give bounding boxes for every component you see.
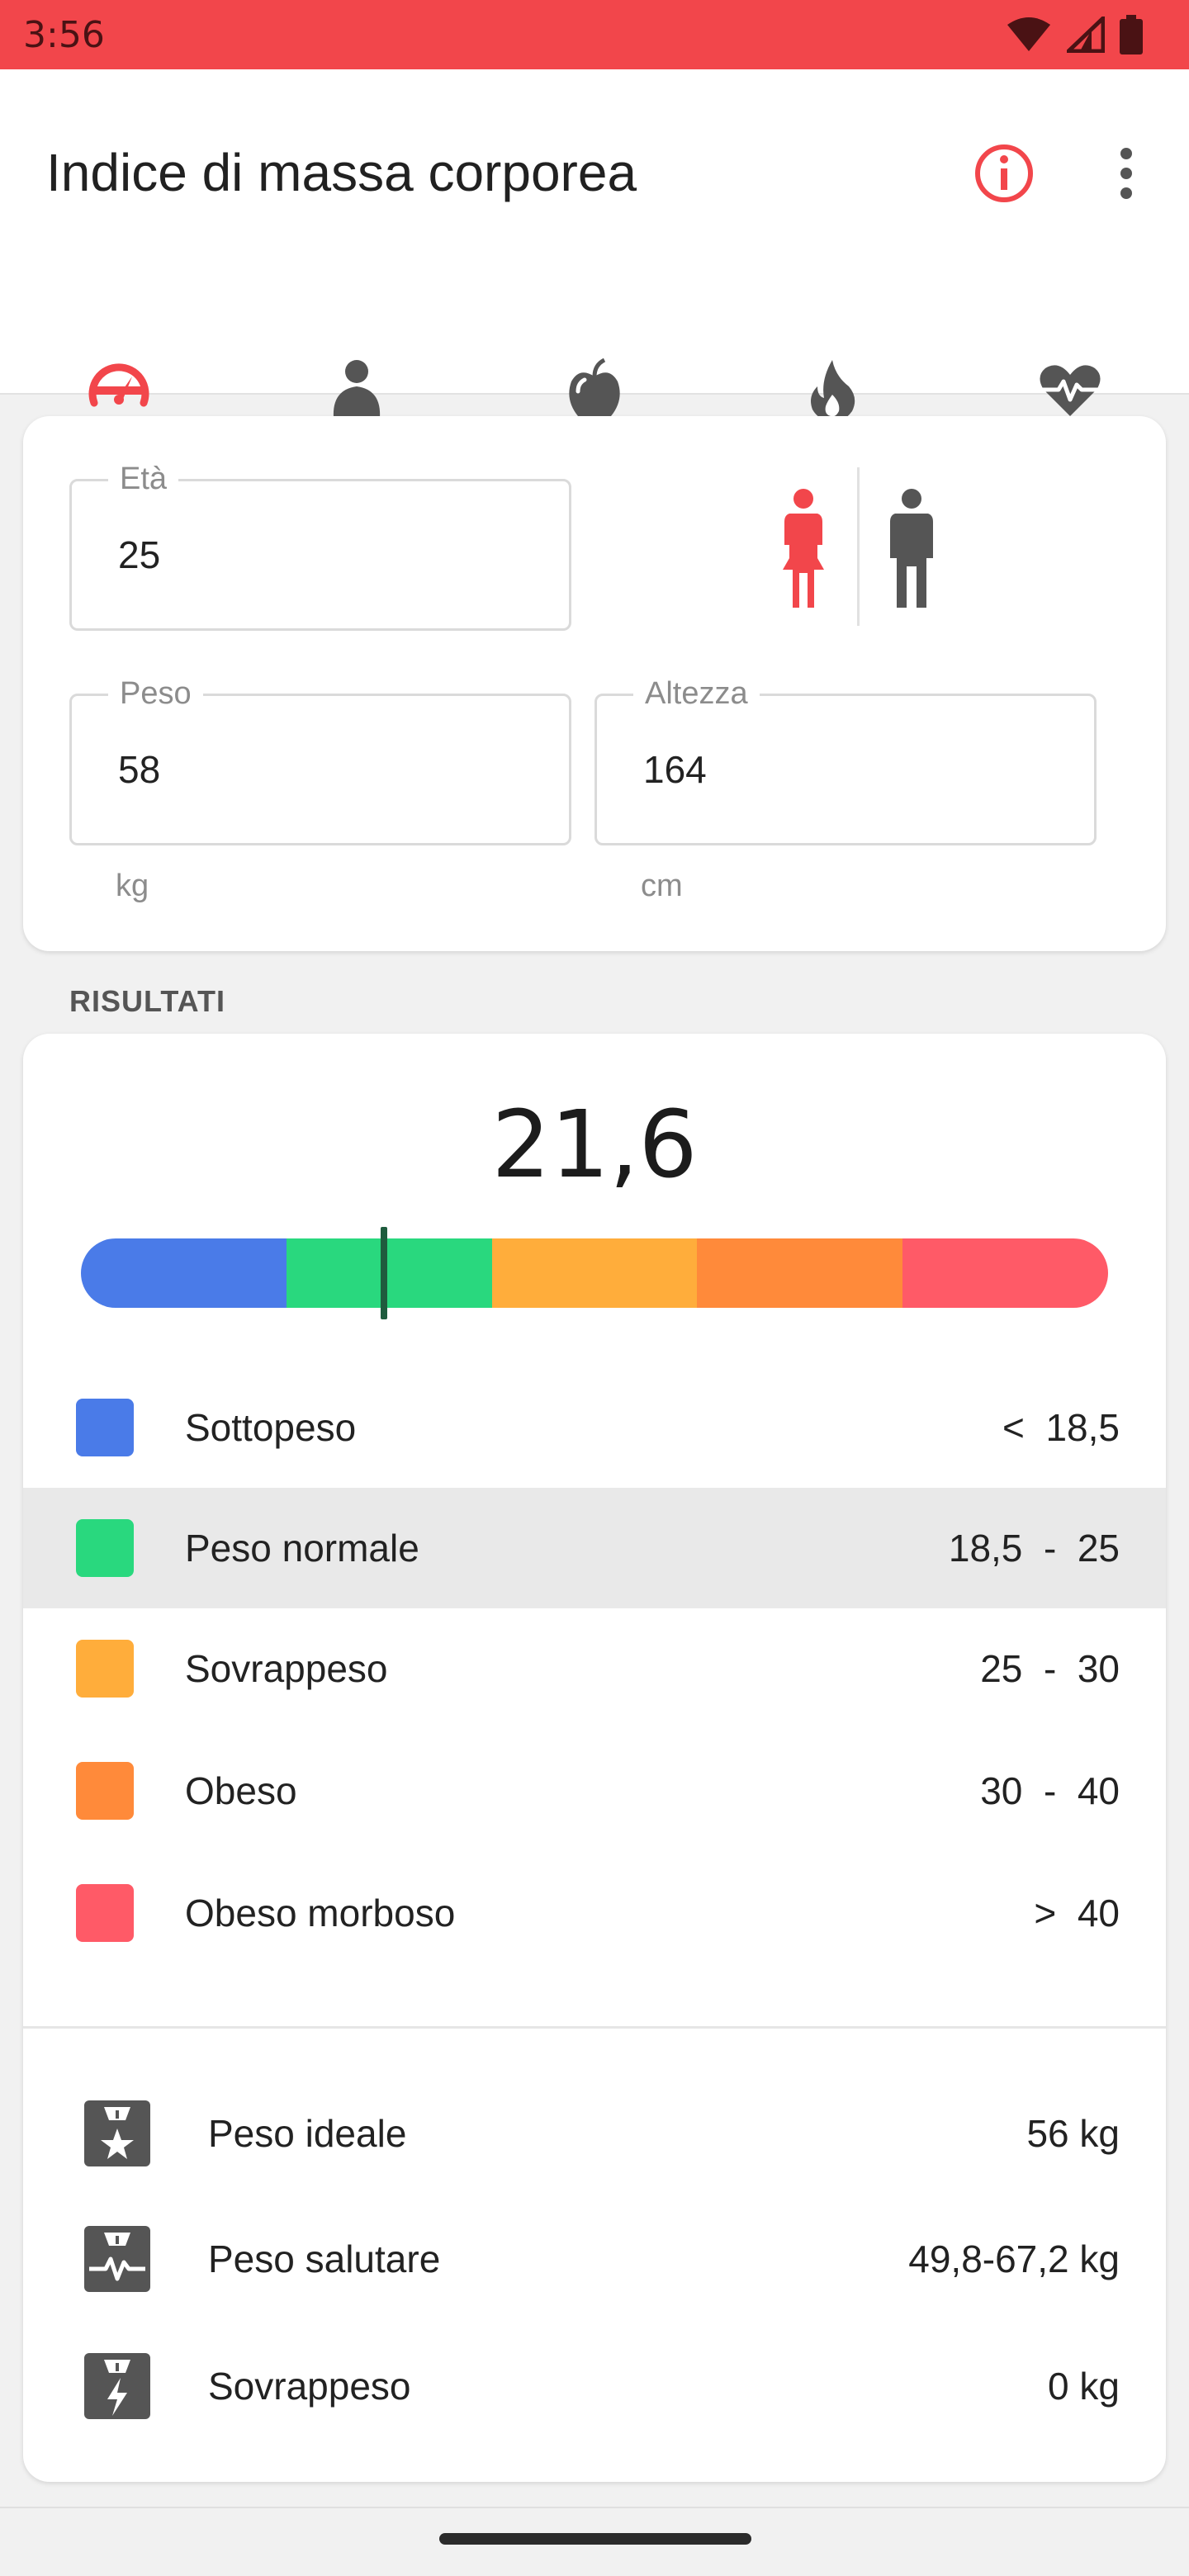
bmi-segment-normal <box>286 1238 492 1308</box>
tab-bmi[interactable] <box>0 276 238 407</box>
overflow-menu-button[interactable] <box>1103 140 1149 206</box>
age-field[interactable]: Età 25 <box>69 462 571 631</box>
bmi-segment-obese <box>697 1238 903 1308</box>
cell-signal-icon <box>1067 17 1105 53</box>
battery-icon <box>1120 15 1143 54</box>
category-swatch <box>76 1399 134 1456</box>
overweight-value: 0 kg <box>1048 2365 1120 2408</box>
scale-pulse-icon <box>84 2226 150 2292</box>
male-icon <box>890 489 933 608</box>
female-icon <box>783 489 824 608</box>
results-divider <box>23 2026 1166 2029</box>
results-section-label: RISULTATI <box>69 984 225 1018</box>
ideal-weight-label: Peso ideale <box>208 2112 407 2155</box>
info-button[interactable] <box>971 140 1037 206</box>
status-icons <box>1006 15 1143 54</box>
tab-calories[interactable] <box>713 276 951 422</box>
tab-bar <box>0 276 1189 422</box>
height-label: Altezza <box>633 676 760 712</box>
info-icon <box>975 144 1033 202</box>
category-swatch <box>76 1640 134 1698</box>
category-range: < 18,5 <box>1002 1406 1120 1449</box>
scale-star-icon <box>84 2100 150 2166</box>
scale-bolt-icon <box>84 2353 150 2419</box>
category-row: Obeso morboso > 40 <box>23 1853 1166 1973</box>
category-row: Obeso 30 - 40 <box>23 1731 1166 1851</box>
category-swatch <box>76 1519 134 1577</box>
category-row: Sovrappeso 25 - 30 <box>23 1608 1166 1729</box>
heart-pulse-icon <box>1040 365 1101 416</box>
category-name: Sottopeso <box>185 1406 357 1449</box>
bmi-value: 21,6 <box>491 1091 698 1199</box>
category-swatch <box>76 1884 134 1942</box>
bmi-segment-overweight <box>491 1238 698 1308</box>
gender-divider <box>857 467 860 626</box>
weight-field[interactable]: Peso 58 <box>69 676 571 845</box>
category-name: Sovrappeso <box>185 1647 388 1690</box>
tab-selected-indicator <box>90 386 148 395</box>
ideal-weight-row: Peso ideale 56 kg <box>23 2084 1166 2183</box>
healthy-weight-label: Peso salutare <box>208 2237 441 2280</box>
age-label: Età <box>108 462 179 497</box>
category-range: 25 - 30 <box>980 1647 1120 1690</box>
overweight-label: Sovrappeso <box>208 2365 411 2408</box>
page-title: Indice di massa corporea <box>46 143 637 202</box>
category-row: Peso normale 18,5 - 25 <box>23 1488 1166 1608</box>
category-row: Sottopeso < 18,5 <box>23 1367 1166 1488</box>
tab-heart[interactable] <box>951 276 1189 416</box>
healthy-weight-row: Peso salutare 49,8-67,2 kg <box>23 2209 1166 2308</box>
category-range: 30 - 40 <box>980 1769 1120 1812</box>
bmi-marker <box>381 1227 388 1319</box>
app-bar: Indice di massa corporea <box>0 69 1189 422</box>
height-value[interactable]: 164 <box>643 748 707 791</box>
height-field[interactable]: Altezza 164 <box>594 676 1097 845</box>
weight-unit: kg <box>116 869 149 903</box>
category-range: 18,5 - 25 <box>948 1527 1120 1570</box>
gender-female-button[interactable] <box>770 487 837 611</box>
category-swatch <box>76 1762 134 1820</box>
age-value[interactable]: 25 <box>118 533 161 576</box>
category-name: Obeso morboso <box>185 1892 456 1934</box>
healthy-weight-value: 49,8-67,2 kg <box>908 2237 1120 2280</box>
bmi-scale-bar <box>81 1238 1108 1308</box>
weight-value[interactable]: 58 <box>118 748 161 791</box>
status-bar: 3:56 <box>0 0 1189 69</box>
category-range: > 40 <box>1034 1892 1120 1934</box>
more-vert-icon <box>1120 148 1132 199</box>
overweight-row: Sovrappeso 0 kg <box>23 2337 1166 2436</box>
height-unit: cm <box>641 869 683 903</box>
home-gesture-handle[interactable] <box>439 2533 751 2545</box>
category-name: Peso normale <box>185 1527 419 1570</box>
person-body-icon <box>333 360 381 418</box>
gender-male-button[interactable] <box>887 487 936 611</box>
apple-icon <box>569 358 620 420</box>
status-time: 3:56 <box>23 13 105 56</box>
bmi-segment-underweight <box>81 1238 287 1308</box>
wifi-icon <box>1007 17 1050 51</box>
bmi-segment-morbid <box>902 1238 1108 1308</box>
input-card <box>23 416 1166 951</box>
weight-label: Peso <box>108 676 203 712</box>
tab-nutrition[interactable] <box>476 276 713 420</box>
flame-icon <box>811 360 855 422</box>
ideal-weight-value: 56 kg <box>1026 2112 1120 2155</box>
category-name: Obeso <box>185 1769 297 1812</box>
tab-body[interactable] <box>238 276 476 418</box>
